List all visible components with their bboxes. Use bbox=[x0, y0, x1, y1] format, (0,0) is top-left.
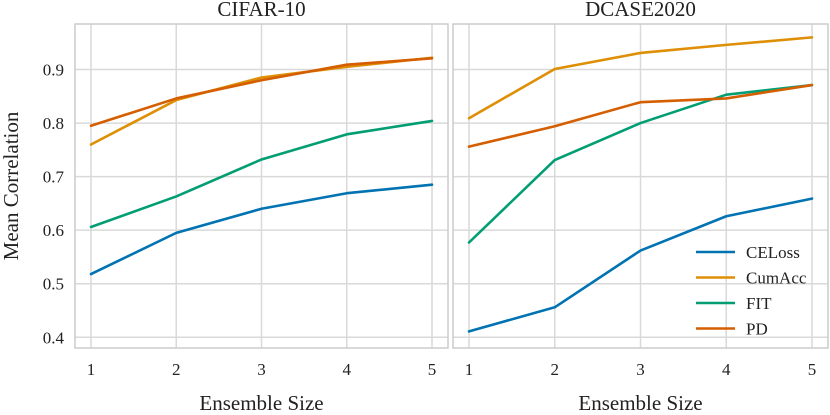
plot-frame bbox=[74, 23, 449, 349]
x-tick-label: 1 bbox=[87, 360, 96, 379]
x-tick-label: 2 bbox=[551, 360, 560, 379]
legend-label: PD bbox=[746, 320, 768, 339]
y-tick-label: 0.4 bbox=[43, 328, 65, 347]
x-tick-label: 4 bbox=[343, 360, 352, 379]
x-tick-label: 5 bbox=[808, 360, 817, 379]
series-line-celoss bbox=[467, 197, 814, 333]
x-axis-label: Ensemble Size bbox=[578, 391, 702, 415]
y-tick-label: 0.7 bbox=[43, 168, 65, 187]
x-tick-label: 2 bbox=[172, 360, 181, 379]
y-axis-label: Mean Correlation bbox=[0, 111, 23, 260]
y-tick-label: 0.8 bbox=[43, 114, 64, 133]
plot-frame bbox=[452, 23, 829, 349]
series-line-pd bbox=[467, 83, 814, 148]
y-tick-label: 0.5 bbox=[43, 275, 64, 294]
series-line-fit bbox=[467, 83, 814, 244]
x-tick-label: 3 bbox=[636, 360, 645, 379]
x-tick-label: 5 bbox=[428, 360, 437, 379]
series-line-pd bbox=[89, 56, 434, 128]
legend-label: CumAcc bbox=[746, 269, 807, 288]
panel-title: CIFAR-10 bbox=[217, 0, 305, 21]
series-line-celoss bbox=[89, 183, 434, 276]
panel-title: DCASE2020 bbox=[585, 0, 696, 21]
legend-label: FIT bbox=[746, 294, 772, 313]
x-tick-label: 3 bbox=[257, 360, 266, 379]
x-tick-label: 4 bbox=[722, 360, 731, 379]
y-tick-label: 0.6 bbox=[43, 221, 64, 240]
series-line-fit bbox=[89, 119, 434, 229]
x-axis-label: Ensemble Size bbox=[199, 391, 323, 415]
x-tick-label: 1 bbox=[465, 360, 474, 379]
series-line-cumacc bbox=[467, 36, 814, 120]
y-tick-label: 0.9 bbox=[43, 61, 64, 80]
legend-label: CELoss bbox=[746, 243, 800, 262]
